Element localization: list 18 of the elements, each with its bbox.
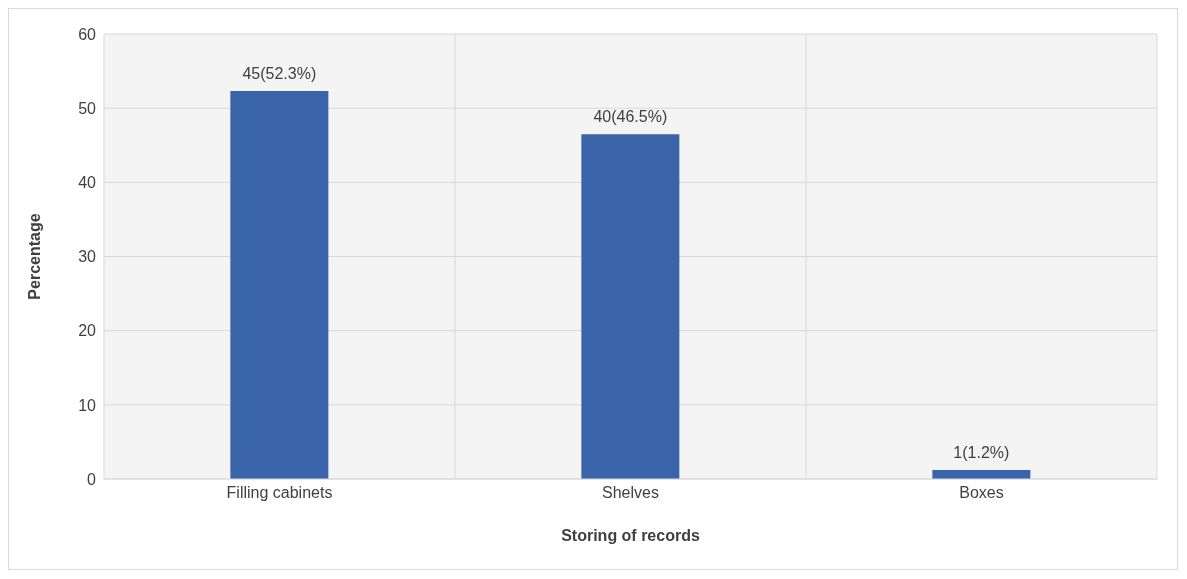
y-tick-label: 40	[78, 174, 97, 192]
y-tick-label: 30	[78, 248, 97, 266]
bar	[230, 91, 329, 479]
x-tick-label: Boxes	[959, 484, 1004, 502]
y-tick-label: 60	[78, 25, 97, 43]
y-axis-title: Percentage	[25, 213, 43, 300]
y-tick-label: 10	[78, 396, 97, 414]
data-label: 1(1.2%)	[953, 444, 1010, 462]
y-tick-label: 50	[78, 99, 97, 117]
data-label: 45(52.3%)	[242, 65, 317, 83]
bar	[581, 134, 680, 479]
x-tick-label: Filling cabinets	[226, 484, 333, 502]
x-tick-label: Shelves	[602, 484, 659, 502]
y-tick-label: 20	[78, 322, 97, 340]
bar	[932, 470, 1031, 479]
data-label: 40(46.5%)	[593, 108, 668, 126]
y-tick-label: 0	[87, 470, 97, 488]
x-axis-title: Storing of records	[561, 527, 700, 544]
